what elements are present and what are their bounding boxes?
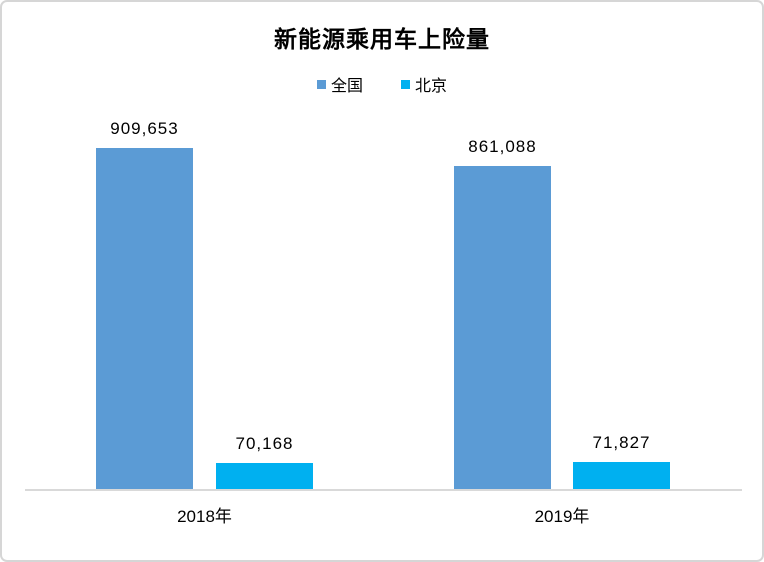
bar-national-2019 — [454, 166, 551, 489]
bar-column-national-2018: 909,653 — [96, 119, 193, 489]
legend-item-beijing: 北京 — [401, 72, 447, 96]
value-label-beijing-2019: 71,827 — [592, 433, 651, 452]
value-label-national-2018: 909,653 — [110, 119, 179, 138]
plot-area: 909,653 70,168 861,088 71,827 — [25, 116, 742, 491]
legend-item-national: 全国 — [316, 72, 363, 96]
x-axis-label-2018: 2018年 — [177, 507, 232, 526]
value-label-national-2019: 861,088 — [468, 137, 537, 156]
legend: 全国 北京 — [2, 72, 762, 96]
bar-column-beijing-2018: 70,168 — [216, 434, 313, 489]
bar-national-2018 — [96, 148, 193, 489]
chart-title: 新能源乘用车上险量 — [274, 26, 490, 52]
legend-label-beijing: 北京 — [415, 78, 448, 95]
bar-column-beijing-2019: 71,827 — [573, 433, 670, 489]
category-group-2019: 861,088 71,827 — [454, 116, 670, 489]
legend-marker-national-icon — [316, 79, 326, 89]
legend-marker-beijing-icon — [401, 79, 410, 89]
x-axis-label-2019: 2019年 — [534, 507, 590, 526]
category-group-2018: 909,653 70,168 — [96, 116, 313, 489]
legend-label-national: 全国 — [330, 78, 363, 95]
value-label-beijing-2018: 70,168 — [235, 434, 294, 453]
bar-column-national-2019: 861,088 — [454, 137, 551, 489]
bar-beijing-2018 — [216, 463, 313, 489]
bar-beijing-2019 — [573, 462, 670, 489]
